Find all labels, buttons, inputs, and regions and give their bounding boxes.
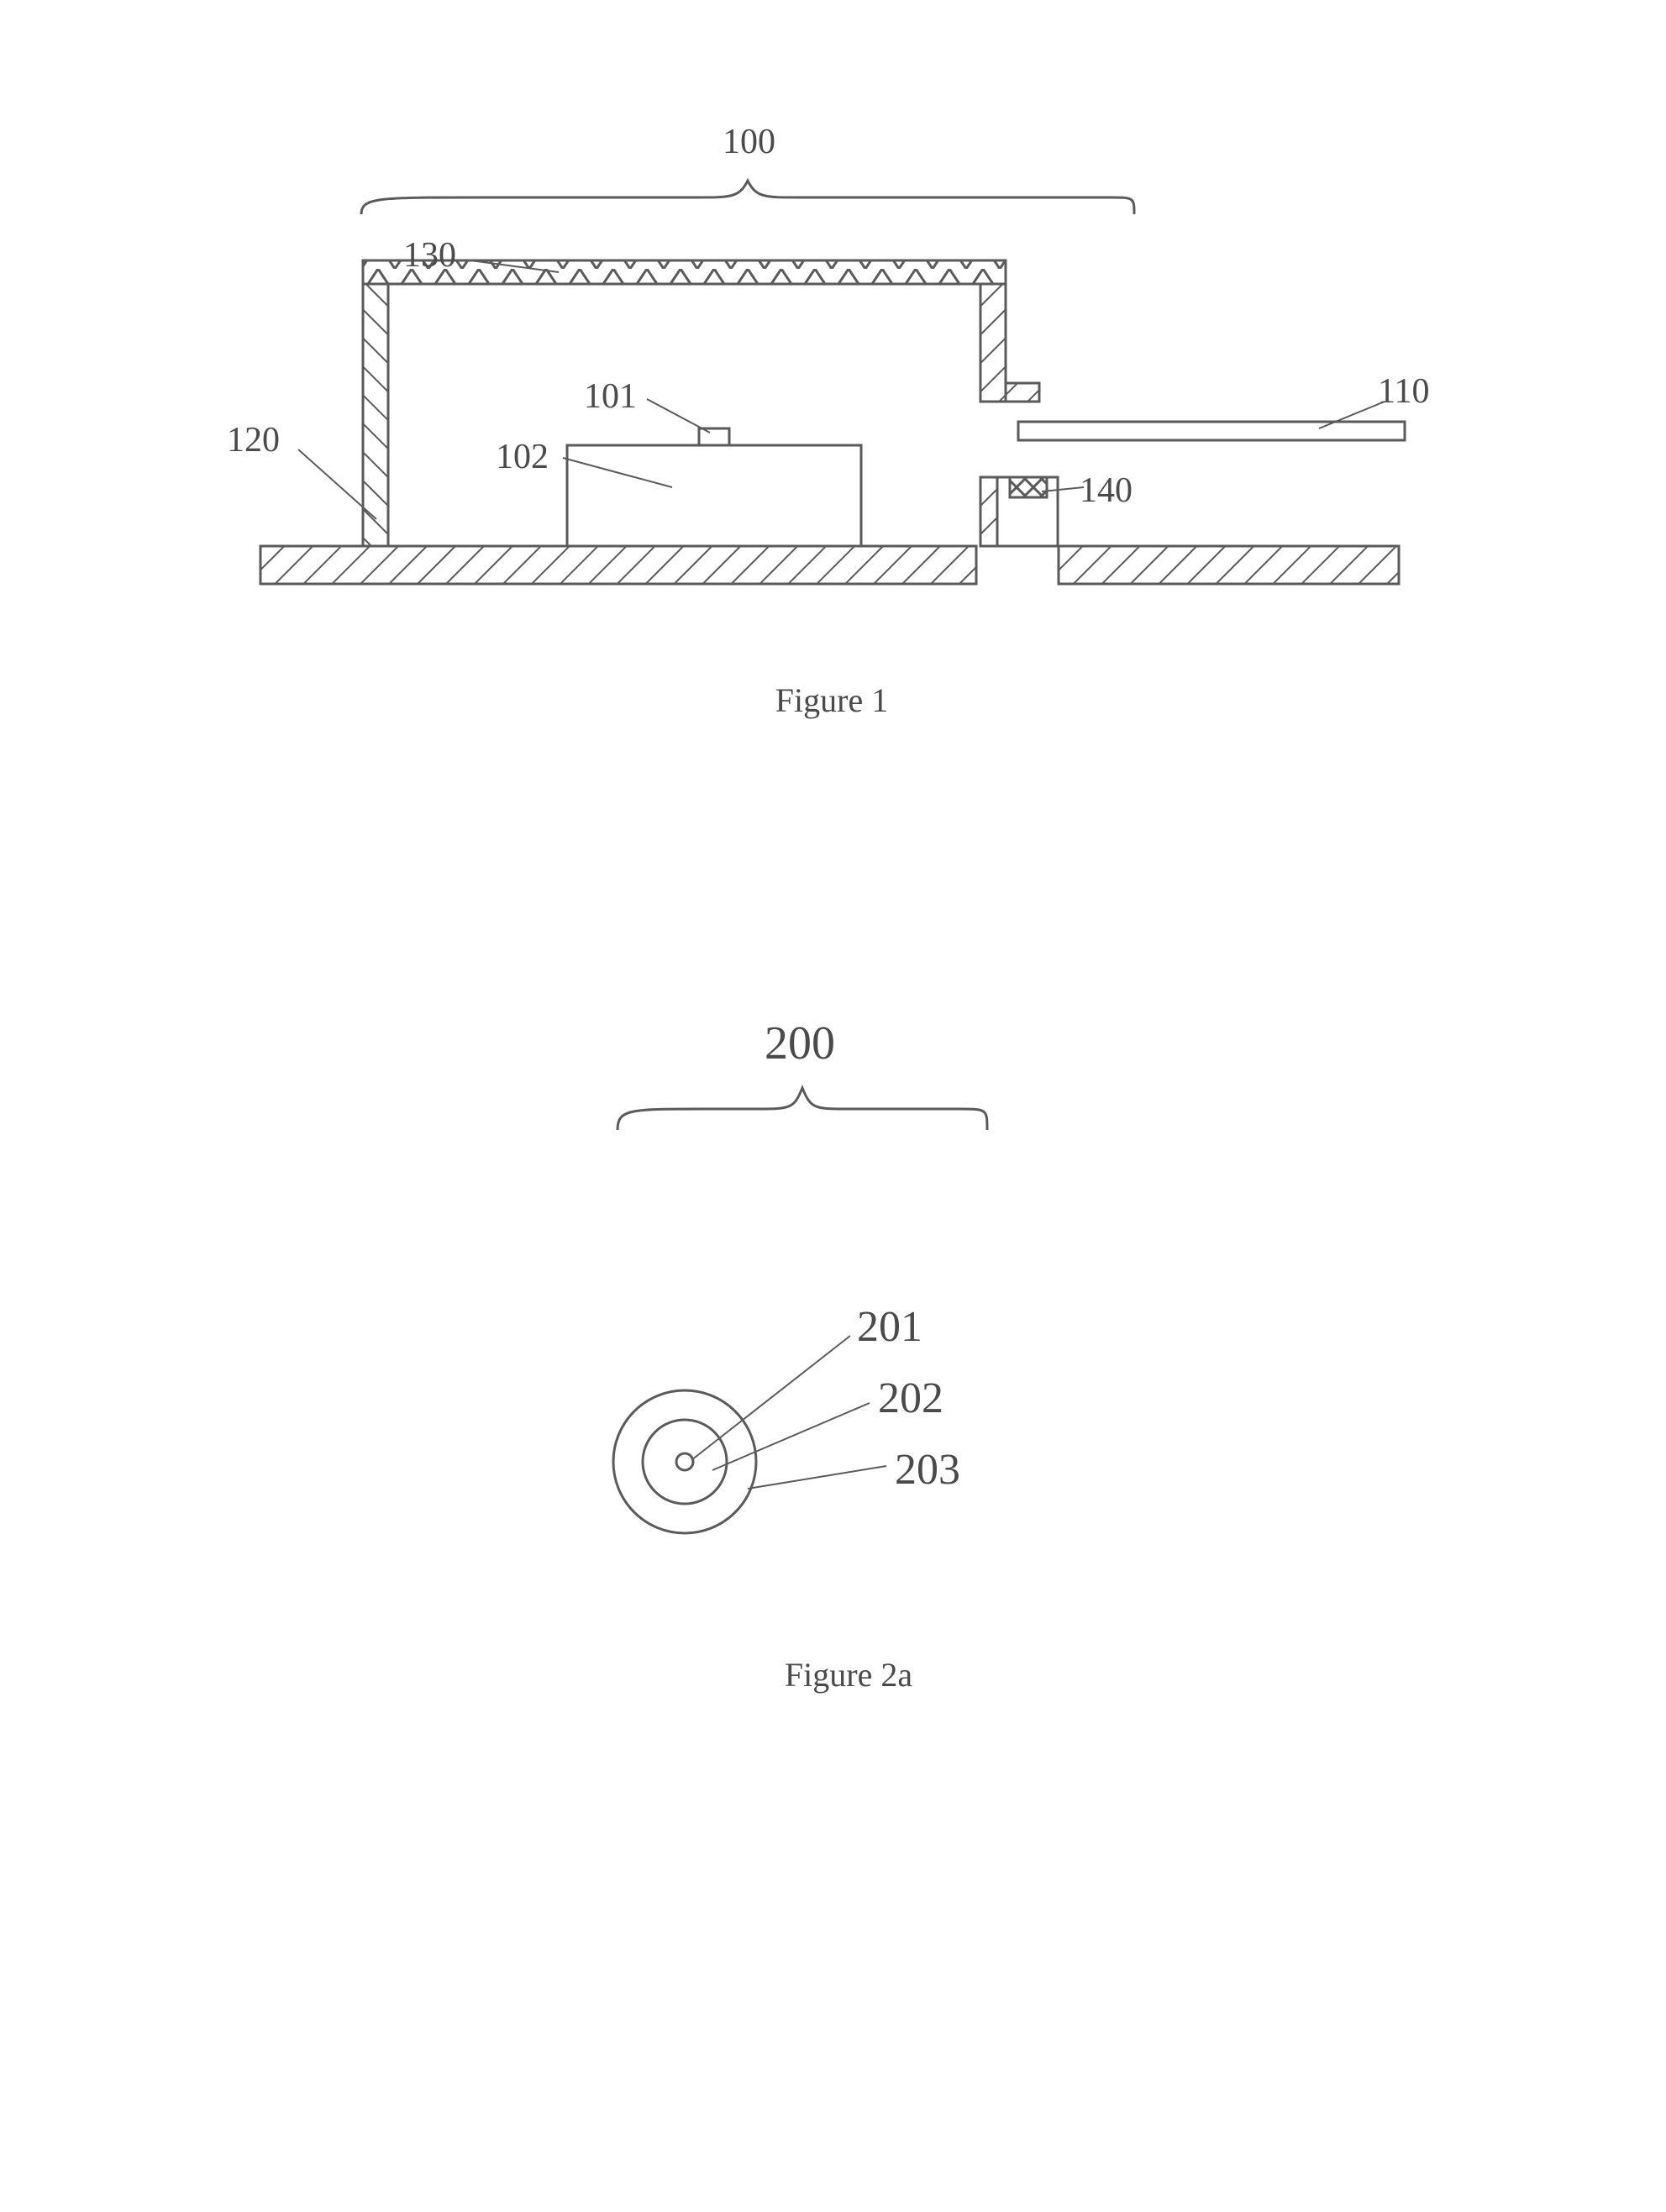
figure-2a-diagram: [470, 991, 1227, 1630]
figure-2a-container: 200 201 202 203 Figure 2a: [470, 991, 1227, 1747]
ref-102: 102: [496, 437, 549, 477]
ref-200: 200: [765, 1017, 835, 1070]
figure-1-container: 100 130 101 102 120 110 140 Figure 1: [227, 118, 1437, 790]
ref-120: 120: [227, 420, 280, 460]
figure-1-label: Figure 1: [227, 680, 1437, 720]
ref-101: 101: [584, 376, 637, 417]
figure-2a-label: Figure 2a: [470, 1655, 1227, 1694]
ref-110: 110: [1378, 371, 1429, 412]
ref-201: 201: [857, 1302, 922, 1352]
ref-203: 203: [895, 1445, 960, 1495]
figure-1-diagram: [227, 118, 1437, 664]
ref-140: 140: [1080, 470, 1133, 511]
ref-100: 100: [723, 122, 775, 162]
ref-130: 130: [403, 235, 456, 276]
ref-202: 202: [878, 1374, 943, 1423]
